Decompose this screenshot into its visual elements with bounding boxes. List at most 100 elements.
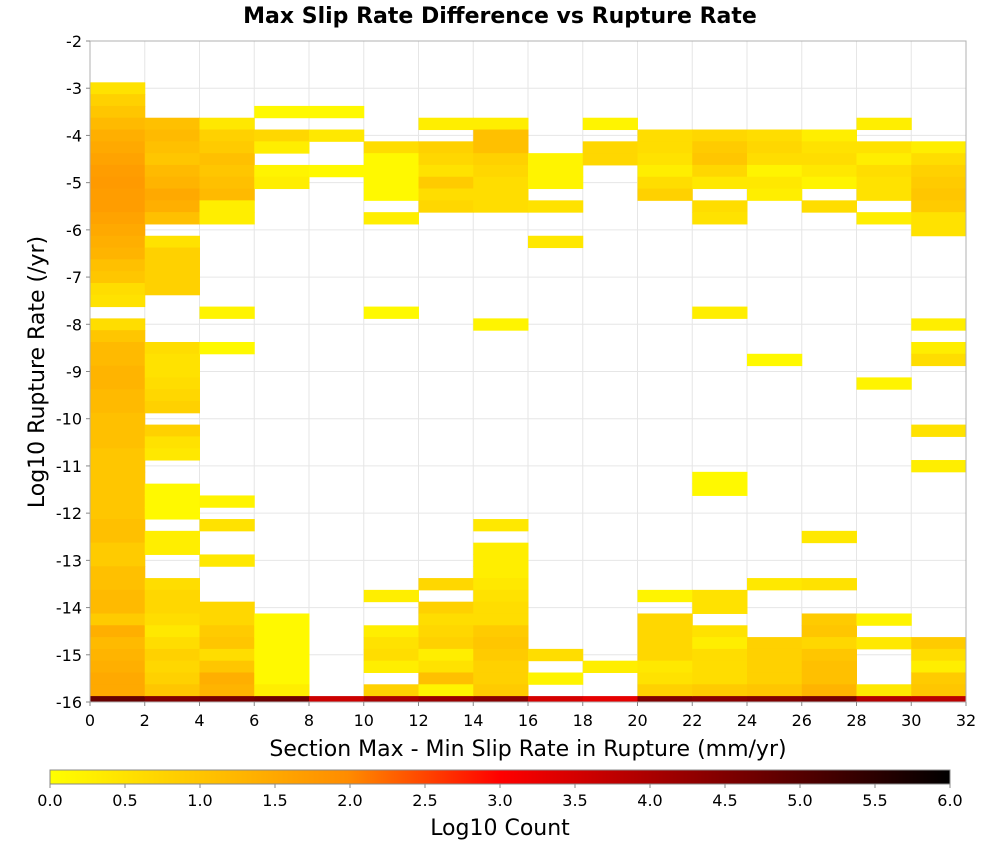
heatmap-cell — [144, 613, 200, 626]
heatmap-cell — [856, 117, 912, 131]
y-tick-label: -8 — [66, 315, 82, 334]
heatmap-cell — [473, 696, 529, 703]
heatmap-cell — [90, 200, 146, 213]
heatmap-cell — [856, 153, 912, 166]
heatmap-cell — [90, 519, 146, 532]
heatmap-cell — [801, 696, 857, 703]
heatmap-cell — [90, 483, 146, 496]
heatmap-cell — [144, 483, 200, 496]
heatmap-cell — [418, 648, 474, 662]
heatmap-cell — [199, 495, 255, 508]
x-axis-label: Section Max - Min Slip Rate in Rupture (… — [269, 737, 786, 762]
heatmap-cell — [363, 306, 419, 319]
heatmap-cell — [747, 648, 803, 662]
heatmap-cell — [144, 247, 200, 260]
heatmap-cell — [199, 117, 255, 131]
heatmap-cell — [144, 341, 200, 355]
heatmap-cell — [801, 578, 857, 591]
heatmap-cell — [856, 212, 912, 225]
heatmap-cell — [144, 259, 200, 272]
heatmap-cell — [856, 377, 912, 390]
heatmap-cell — [90, 424, 146, 437]
y-axis-label: Log10 Rupture Rate (/yr) — [25, 236, 50, 508]
heatmap-cell — [199, 212, 255, 225]
heatmap-cell — [144, 365, 200, 378]
y-tick-label: -12 — [56, 504, 82, 523]
heatmap-cell — [254, 164, 310, 178]
heatmap-cell — [747, 141, 803, 154]
heatmap-cell — [856, 637, 912, 650]
heatmap-cell — [856, 696, 912, 703]
heatmap-cell — [144, 672, 200, 685]
heatmap-cell — [801, 176, 857, 190]
heatmap-cell — [199, 648, 255, 662]
heatmap-cell — [528, 164, 584, 178]
heatmap-cell — [637, 129, 693, 142]
heatmap-cell — [90, 259, 146, 272]
heatmap-cell — [692, 589, 748, 603]
heatmap-cell — [254, 176, 310, 190]
colorbar-tick-label: 4.5 — [712, 791, 737, 810]
heatmap-cell — [90, 330, 146, 343]
heatmap-cells — [90, 82, 967, 703]
chart-title: Max Slip Rate Difference vs Rupture Rate — [243, 4, 757, 29]
heatmap-cell — [363, 188, 419, 201]
heatmap-cell — [801, 153, 857, 166]
heatmap-cell — [747, 188, 803, 201]
heatmap-cell — [801, 200, 857, 213]
heatmap-cell — [363, 625, 419, 638]
heatmap-cell — [144, 589, 200, 603]
heatmap-cell — [363, 141, 419, 154]
heatmap-cell — [90, 153, 146, 166]
x-tick-label: 2 — [140, 711, 150, 730]
heatmap-cell — [692, 306, 748, 319]
heatmap-cell — [911, 164, 967, 178]
heatmap-cell — [418, 176, 474, 190]
heatmap-cell — [747, 164, 803, 178]
heatmap-cell — [144, 401, 200, 414]
heatmap-cell — [473, 554, 529, 567]
heatmap-cell — [254, 637, 310, 650]
heatmap-cell — [199, 684, 255, 697]
heatmap-cell — [199, 696, 255, 703]
heatmap-cell — [144, 200, 200, 213]
heatmap-cell — [911, 660, 967, 673]
heatmap-cell — [144, 495, 200, 508]
heatmap-cell — [637, 684, 693, 697]
y-tick-label: -9 — [66, 363, 82, 382]
heatmap-cell — [747, 176, 803, 190]
heatmap-cell — [911, 696, 967, 703]
heatmap-cell — [418, 637, 474, 650]
heatmap-cell — [637, 613, 693, 626]
heatmap-cell — [90, 696, 146, 703]
y-axis-ticks: -2 -3 -4 -5 -6 -7 -8 -9 -10 -11 -12 -13 -14 -15 -16 — [56, 32, 90, 712]
heatmap-cell — [747, 660, 803, 673]
heatmap-cell — [692, 129, 748, 142]
heatmap-cell — [692, 200, 748, 213]
heatmap-cell — [528, 200, 584, 213]
heatmap-cell — [637, 176, 693, 190]
heatmap-cell — [90, 613, 146, 626]
heatmap-cell — [473, 188, 529, 201]
heatmap-cell — [856, 613, 912, 626]
y-tick-label: -14 — [56, 599, 82, 618]
heatmap-cell — [856, 164, 912, 178]
heatmap-cell — [90, 660, 146, 673]
heatmap-cell — [637, 153, 693, 166]
y-tick-label: -6 — [66, 221, 82, 240]
heatmap-cell — [473, 660, 529, 673]
heatmap-cell — [144, 271, 200, 284]
heatmap-cell — [90, 82, 146, 95]
heatmap-cell — [199, 554, 255, 567]
heatmap-cell — [911, 223, 967, 237]
heatmap-cell — [473, 589, 529, 603]
heatmap-cell — [90, 223, 146, 237]
heatmap-cell — [747, 153, 803, 166]
heatmap-cell — [90, 365, 146, 378]
heatmap-cell — [692, 637, 748, 650]
heatmap-cell — [582, 660, 638, 673]
heatmap-cell — [144, 542, 200, 555]
heatmap-cell — [637, 660, 693, 673]
heatmap-cell — [473, 141, 529, 154]
x-tick-label: 12 — [408, 711, 428, 730]
